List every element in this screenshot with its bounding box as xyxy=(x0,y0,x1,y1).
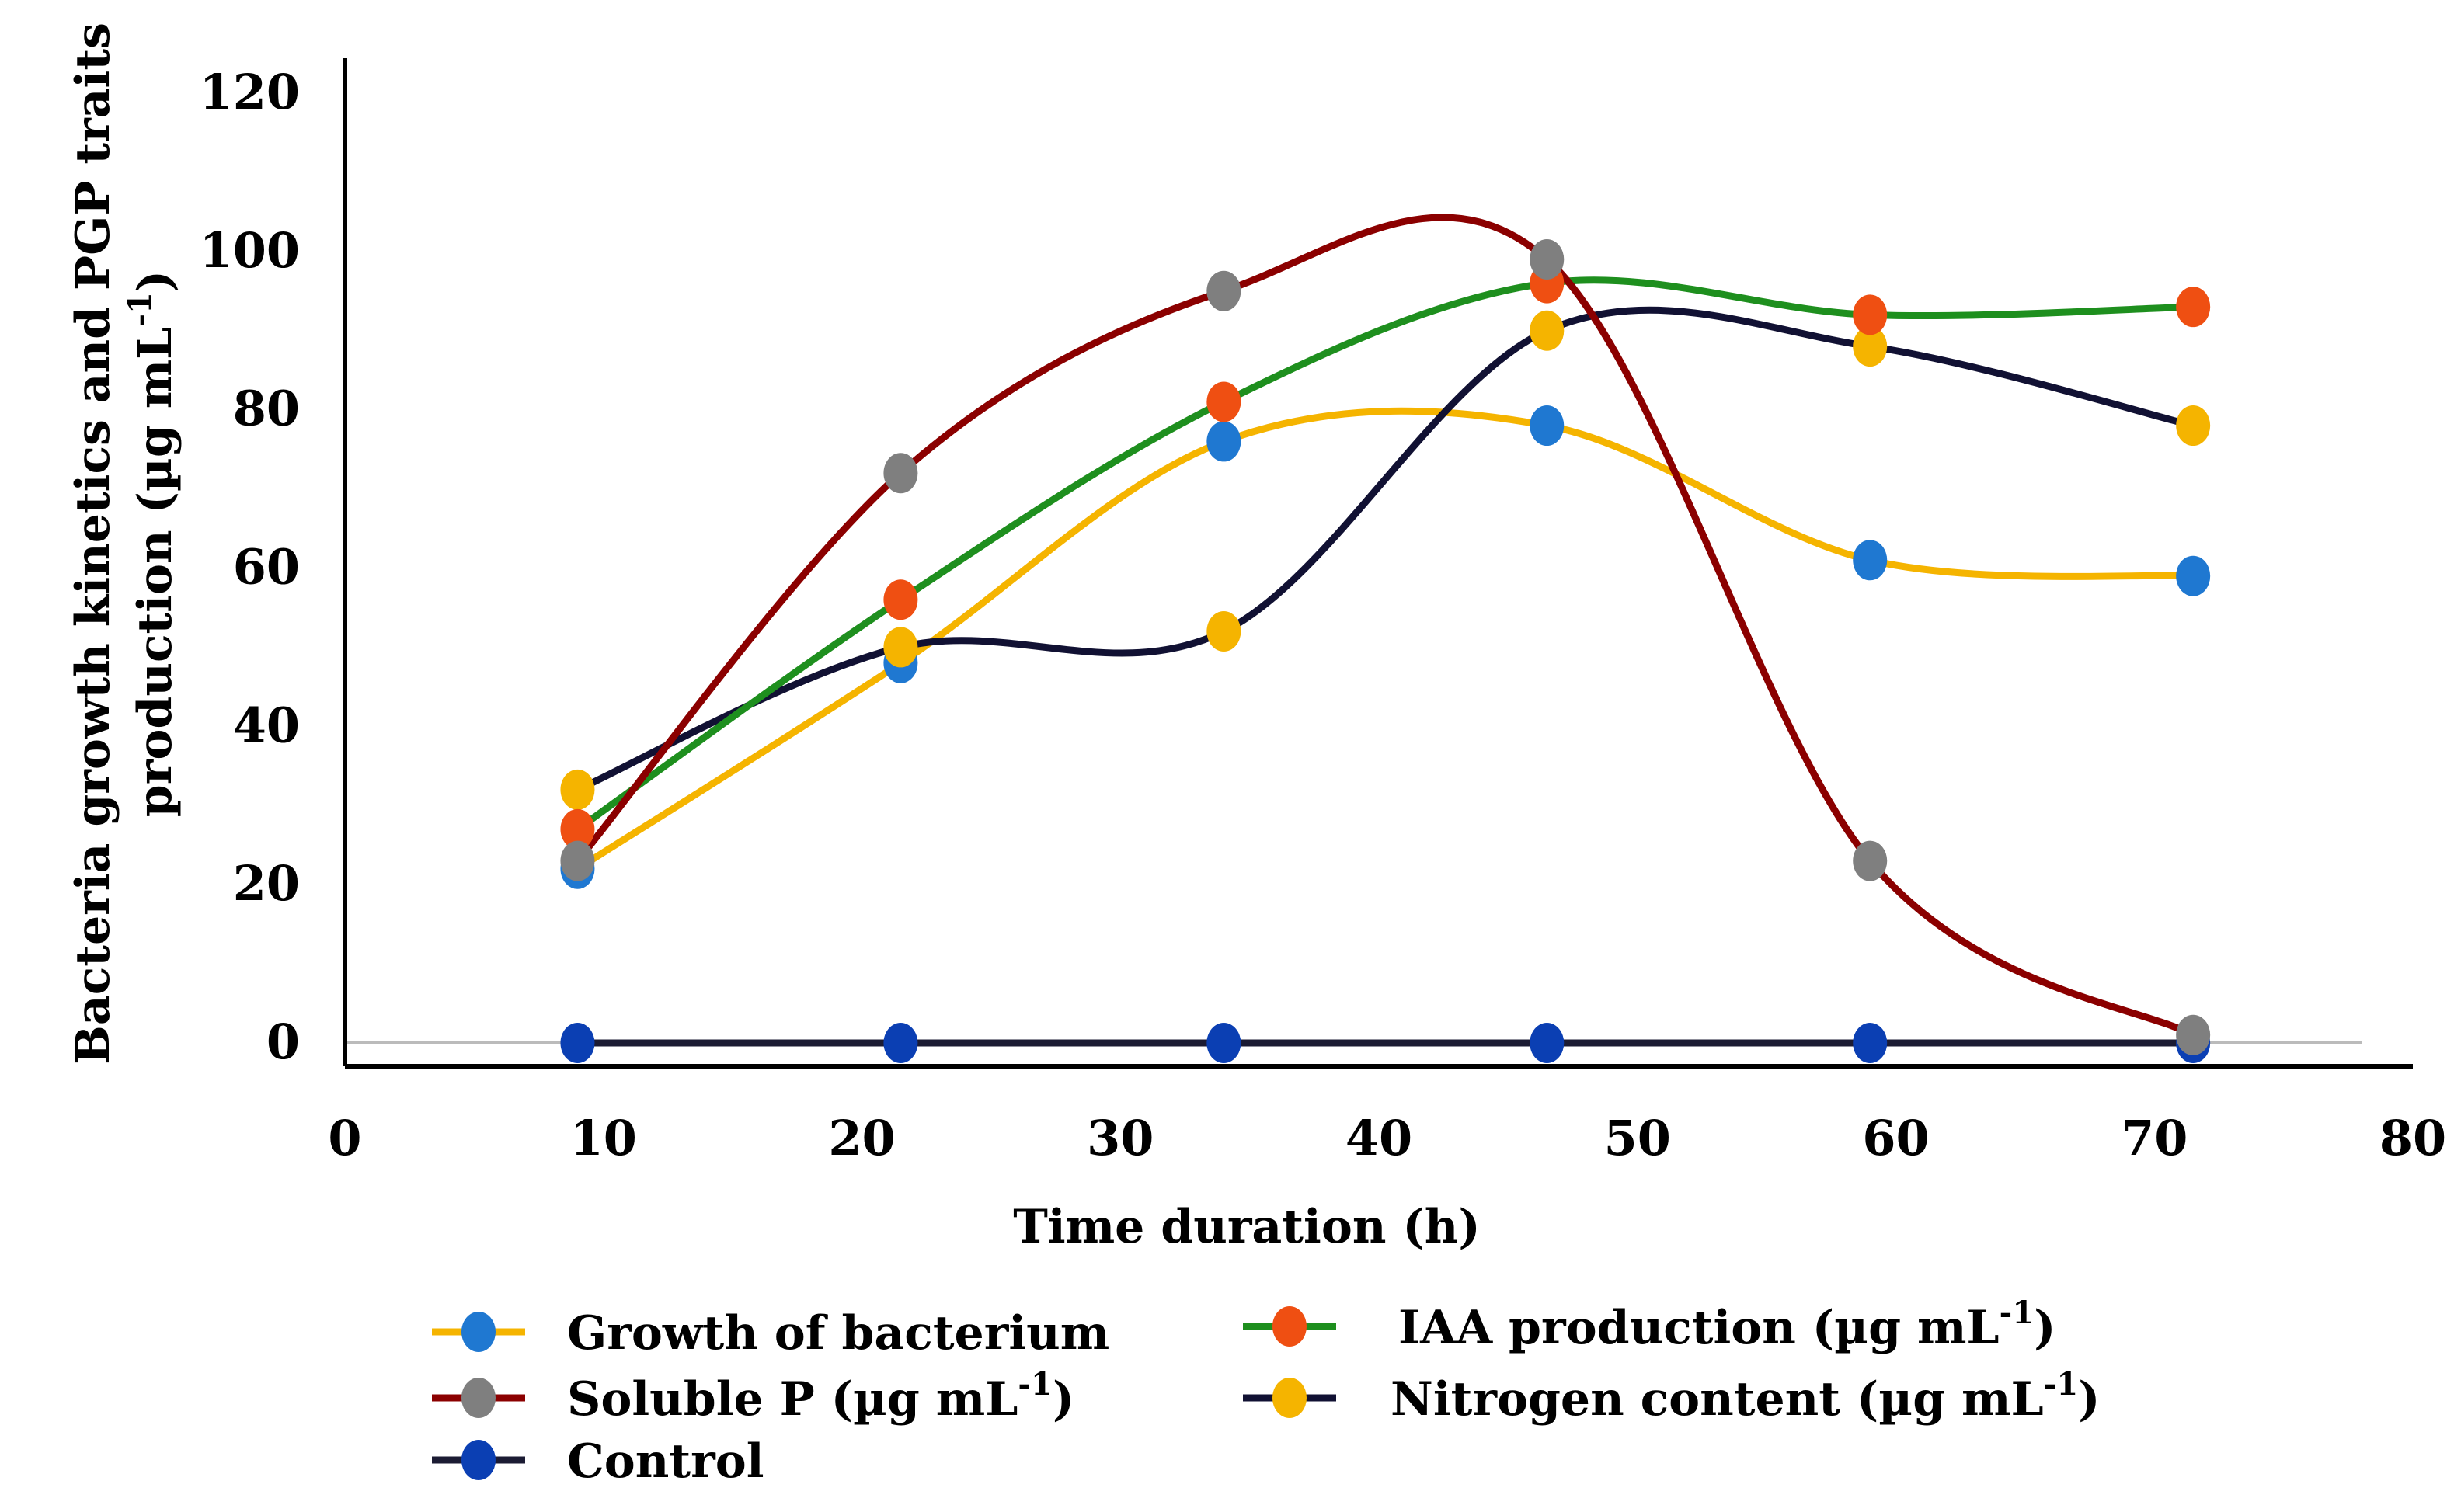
data-point-control xyxy=(560,1023,595,1063)
x-tick-labels: 0 10 20 30 40 50 60 70 80 xyxy=(328,1110,2446,1166)
series-line-nitrogen-content xyxy=(573,306,2197,794)
legend-label: Nitrogen content (µg mL-1) xyxy=(1391,1366,2101,1427)
data-point-nitrogen-content xyxy=(2176,405,2211,447)
legend-swatch-marker xyxy=(461,1312,496,1352)
legend-swatch-marker xyxy=(1272,1306,1307,1347)
legend-item-control: Control xyxy=(432,1434,764,1489)
data-point-growth-of-bacterium xyxy=(1530,405,1565,447)
data-point-iaa-production xyxy=(560,808,595,850)
y-tick-label: 100 xyxy=(200,222,300,279)
y-tick-label: 40 xyxy=(233,697,300,753)
data-point-soluble-p xyxy=(1853,840,1888,881)
data-point-control xyxy=(1206,1023,1241,1063)
series-line-growth-of-bacterium xyxy=(573,407,2197,873)
y-axis-title-line2: production (µg mL-1) xyxy=(122,270,183,817)
y-tick-label: 120 xyxy=(200,64,300,120)
y-tick-labels: 0 20 40 60 80 100 120 xyxy=(200,64,300,1070)
x-tick-label: 50 xyxy=(1604,1110,1671,1166)
legend-swatch-marker xyxy=(1272,1378,1307,1418)
series-line-soluble-p xyxy=(573,214,2197,1039)
data-point-soluble-p xyxy=(1530,239,1565,280)
series-lines xyxy=(573,214,2197,1047)
data-point-iaa-production xyxy=(2176,287,2211,328)
legend-item-soluble-p: Soluble P (µg mL-1) xyxy=(432,1366,1074,1427)
data-point-control xyxy=(1853,1023,1888,1063)
data-point-nitrogen-content xyxy=(1853,326,1888,367)
x-tick-label: 70 xyxy=(2121,1110,2188,1166)
x-tick-label: 10 xyxy=(570,1110,637,1166)
data-point-soluble-p xyxy=(1206,270,1241,311)
data-point-nitrogen-content xyxy=(1206,611,1241,652)
data-point-growth-of-bacterium xyxy=(1206,421,1241,462)
y-axis-title-line1: Bacteria growth kinetics and PGP traits xyxy=(66,23,120,1065)
x-axis-title: Time duration (h) xyxy=(1013,1200,1481,1254)
series-line-iaa-production xyxy=(573,276,2197,833)
legend-item-nitrogen-content: Nitrogen content (µg mL-1) xyxy=(1243,1366,2101,1427)
x-tick-label: 80 xyxy=(2379,1110,2446,1166)
data-point-growth-of-bacterium xyxy=(2176,555,2211,596)
data-point-control xyxy=(1530,1023,1565,1063)
legend-label: Control xyxy=(567,1434,764,1489)
y-tick-label: 80 xyxy=(233,381,300,437)
legend-swatch-marker xyxy=(461,1378,496,1418)
data-point-control xyxy=(883,1023,918,1063)
x-tick-label: 30 xyxy=(1087,1110,1154,1166)
series-markers xyxy=(560,239,2211,1063)
axes xyxy=(343,58,2413,1069)
legend-label: Soluble P (µg mL-1) xyxy=(567,1366,1074,1427)
data-point-nitrogen-content xyxy=(560,769,595,810)
legend-label: IAA production (µg mL-1) xyxy=(1398,1295,2055,1355)
data-point-growth-of-bacterium xyxy=(1853,540,1888,581)
y-tick-label: 20 xyxy=(233,855,300,912)
y-tick-label: 60 xyxy=(233,539,300,596)
legend-swatch-marker xyxy=(461,1440,496,1480)
x-tick-label: 60 xyxy=(1862,1110,1929,1166)
y-tick-label: 0 xyxy=(266,1013,300,1070)
data-point-soluble-p xyxy=(2176,1014,2211,1055)
data-point-iaa-production xyxy=(883,579,918,620)
legend-label: Growth of bacterium xyxy=(567,1306,1109,1361)
y-axis-title: Bacteria growth kinetics and PGP traits … xyxy=(66,23,183,1065)
data-point-iaa-production xyxy=(1853,294,1888,335)
data-point-nitrogen-content xyxy=(883,627,918,668)
x-tick-label: 0 xyxy=(328,1110,361,1166)
data-point-soluble-p xyxy=(883,453,918,494)
x-tick-label: 20 xyxy=(828,1110,895,1166)
legend-item-growth-of-bacterium: Growth of bacterium xyxy=(432,1306,1109,1361)
data-point-soluble-p xyxy=(560,840,595,881)
data-point-iaa-production xyxy=(1206,381,1241,422)
legend-item-iaa-production: IAA production (µg mL-1) xyxy=(1243,1295,2055,1355)
x-tick-label: 40 xyxy=(1345,1110,1412,1166)
data-point-nitrogen-content xyxy=(1530,310,1565,351)
